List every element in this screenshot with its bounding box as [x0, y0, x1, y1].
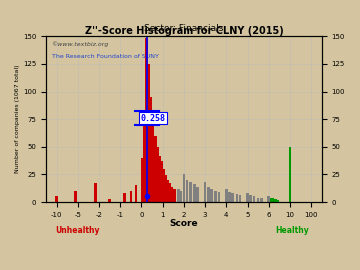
Bar	[276, 200, 279, 202]
Bar	[193, 184, 196, 202]
Bar	[94, 183, 97, 202]
Bar	[267, 197, 270, 202]
Bar	[108, 199, 111, 202]
Bar	[270, 199, 273, 202]
Bar	[143, 114, 146, 202]
Bar	[135, 185, 138, 202]
Bar	[239, 195, 241, 202]
Bar	[171, 187, 174, 202]
Bar	[272, 199, 275, 202]
Bar	[231, 193, 234, 202]
Bar	[156, 147, 159, 202]
Bar	[167, 180, 169, 202]
Bar	[177, 189, 180, 202]
Bar	[152, 116, 154, 202]
X-axis label: Score: Score	[170, 219, 198, 228]
Text: The Research Foundation of SUNY: The Research Foundation of SUNY	[51, 55, 158, 59]
Text: Sector: Financials: Sector: Financials	[144, 24, 224, 33]
Bar	[253, 197, 255, 202]
Title: Z''-Score Histogram for CLNY (2015): Z''-Score Histogram for CLNY (2015)	[85, 26, 283, 36]
Bar	[217, 192, 220, 202]
Text: ©www.textbiz.org: ©www.textbiz.org	[51, 41, 109, 47]
Bar	[289, 169, 292, 202]
Bar	[179, 191, 182, 202]
Bar	[275, 200, 278, 202]
Bar	[75, 191, 77, 202]
Bar	[204, 182, 206, 202]
Bar	[55, 197, 58, 202]
Text: Healthy: Healthy	[275, 226, 309, 235]
Text: 0.258: 0.258	[140, 113, 166, 123]
Bar	[158, 156, 161, 202]
Bar	[165, 176, 167, 202]
Bar	[162, 169, 165, 202]
Bar	[130, 191, 132, 202]
Bar	[249, 195, 252, 202]
Bar	[274, 200, 276, 202]
Bar	[173, 189, 176, 202]
Bar	[197, 187, 199, 202]
Bar	[141, 158, 144, 202]
Bar	[271, 198, 274, 202]
Bar	[260, 198, 262, 202]
Bar	[270, 198, 272, 202]
Text: Unhealthy: Unhealthy	[55, 226, 100, 235]
Bar	[257, 198, 260, 202]
Bar	[289, 147, 291, 202]
Bar	[215, 191, 217, 202]
Bar	[186, 180, 188, 202]
Bar	[207, 187, 210, 202]
Bar	[169, 183, 171, 202]
Bar	[145, 38, 148, 202]
Bar	[154, 136, 157, 202]
Bar	[210, 189, 213, 202]
Y-axis label: Number of companies (1067 total): Number of companies (1067 total)	[15, 65, 20, 173]
Bar	[150, 97, 152, 202]
Bar	[183, 174, 185, 202]
Bar	[189, 182, 192, 202]
Bar	[273, 199, 275, 202]
Bar	[160, 161, 163, 202]
Bar	[274, 199, 277, 202]
Bar	[148, 64, 150, 202]
Bar	[246, 193, 249, 202]
Bar	[123, 193, 126, 202]
Bar	[236, 194, 238, 202]
Bar	[225, 189, 228, 202]
Bar	[268, 199, 271, 202]
Bar	[228, 192, 231, 202]
